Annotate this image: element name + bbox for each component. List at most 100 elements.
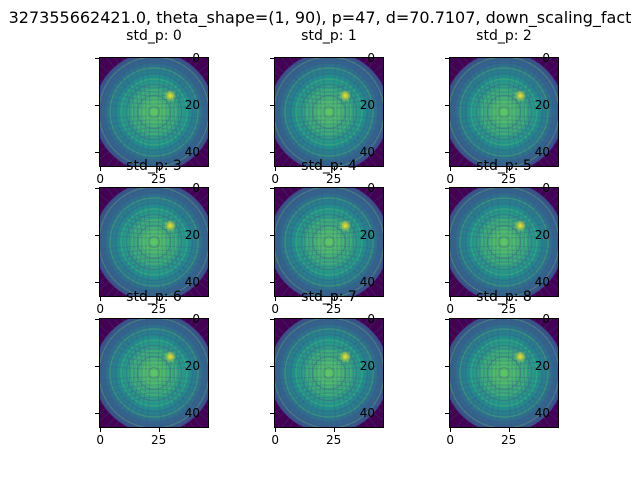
y-tick-label: 20: [359, 227, 375, 242]
heatmap-fringe: [449, 324, 559, 422]
heatmap-fringe: [288, 57, 370, 167]
heatmap-bright-spot: [164, 219, 177, 232]
x-tick-label: 0: [96, 302, 104, 316]
heatmap-fringe: [99, 332, 209, 414]
x-tick-label: 0: [96, 433, 104, 447]
heatmap-ring: [497, 235, 511, 249]
x-tick-label: 25: [501, 302, 517, 316]
heatmap-fringe: [449, 201, 559, 283]
heatmap-fringe: [137, 57, 171, 167]
heatmap-fringe: [455, 187, 553, 297]
y-tick: [95, 365, 99, 367]
heatmap-ring: [278, 322, 380, 424]
heatmap-fringe: [99, 79, 209, 145]
heatmap-ring: [289, 333, 369, 413]
heatmap-fringe: [280, 57, 378, 167]
heatmap-fringe: [463, 318, 545, 428]
x-tick: [275, 428, 277, 432]
x-tick: [275, 167, 277, 171]
figure-suptitle: 327355662421.0, theta_shape=(1, 90), p=4…: [8, 8, 632, 27]
heatmap-ring: [475, 83, 533, 141]
heatmap-ring: [120, 339, 188, 407]
y-tick-label: 0: [192, 51, 200, 66]
heatmap-fringe: [312, 187, 346, 297]
heatmap-fringe: [99, 356, 209, 390]
heatmap-fringe: [274, 95, 384, 129]
heatmap-area: [99, 187, 209, 297]
y-tick: [95, 151, 99, 153]
x-tick: [333, 428, 335, 432]
y-tick-label: 0: [542, 181, 550, 196]
heatmap-fringe: [449, 103, 559, 121]
y-tick: [270, 319, 274, 321]
y-tick: [95, 319, 99, 321]
subplot-title: std_p: 3: [126, 158, 182, 174]
heatmap-fringe: [449, 209, 559, 275]
heatmap-ring: [147, 366, 161, 380]
x-tick: [100, 297, 102, 301]
heatmap-fringe: [455, 318, 553, 428]
y-tick: [270, 104, 274, 106]
y-tick: [445, 104, 449, 106]
heatmap-ring: [481, 350, 527, 396]
heatmap-bright-spot: [514, 219, 527, 232]
heatmap-ring: [125, 344, 183, 402]
heatmap-ring: [278, 61, 380, 163]
heatmap-ring: [470, 78, 538, 146]
subplot-title: std_p: 1: [301, 28, 357, 44]
heatmap-ring: [497, 105, 511, 119]
heatmap-fringe: [280, 318, 378, 428]
y-tick-label: 40: [184, 405, 200, 420]
heatmap-fringe: [320, 187, 338, 297]
heatmap-ring: [295, 339, 363, 407]
heatmap-fringe: [99, 217, 209, 267]
heatmap-fringe: [312, 57, 346, 167]
y-tick-label: 0: [192, 312, 200, 327]
y-tick-label: 0: [367, 312, 375, 327]
heatmap-ring: [322, 105, 336, 119]
y-tick-label: 0: [192, 181, 200, 196]
heatmap-fringe: [455, 57, 553, 167]
subplot-5: std_p: 5 0 20 40 0 25: [445, 158, 559, 316]
y-tick-label: 20: [534, 97, 550, 112]
heatmap-ring: [464, 72, 544, 152]
y-tick-label: 40: [534, 274, 550, 289]
y-tick-label: 40: [359, 144, 375, 159]
heatmap-image: [274, 187, 384, 297]
heatmap-ring: [142, 230, 166, 254]
heatmap-fringe: [296, 57, 362, 167]
x-tick: [158, 297, 160, 301]
y-tick: [270, 151, 274, 153]
heatmap-image: [99, 318, 209, 428]
x-tick: [333, 167, 335, 171]
heatmap-fringe: [129, 318, 179, 428]
heatmap-fringe: [99, 209, 209, 275]
heatmap-fringe: [471, 57, 537, 167]
heatmap-ring: [131, 219, 177, 265]
y-tick-label: 40: [534, 405, 550, 420]
heatmap-ring: [295, 78, 363, 146]
heatmap-ring: [109, 328, 199, 418]
heatmap-ring: [103, 61, 205, 163]
subplot-title: std_p: 2: [476, 28, 532, 44]
x-tick-label: 25: [326, 172, 342, 186]
subplot-4: std_p: 4 0 20 40 0 25: [270, 158, 384, 316]
y-tick: [445, 188, 449, 190]
y-tick-label: 40: [184, 274, 200, 289]
heatmap-ring: [120, 208, 188, 276]
x-tick: [450, 297, 452, 301]
x-tick: [158, 167, 160, 171]
heatmap-fringe: [463, 57, 545, 167]
heatmap-ring: [497, 366, 511, 380]
heatmap-ring: [481, 219, 527, 265]
subplot-6: std_p: 6 0 20 40 0 25: [95, 289, 209, 447]
heatmap-fringe: [495, 57, 513, 167]
heatmap-ring: [470, 208, 538, 276]
y-tick: [445, 151, 449, 153]
y-tick: [445, 58, 449, 60]
heatmap-ring: [131, 89, 177, 135]
heatmap-fringe: [99, 324, 209, 422]
x-tick-label: 0: [271, 302, 279, 316]
heatmap-fringe: [274, 225, 384, 259]
x-tick: [508, 297, 510, 301]
